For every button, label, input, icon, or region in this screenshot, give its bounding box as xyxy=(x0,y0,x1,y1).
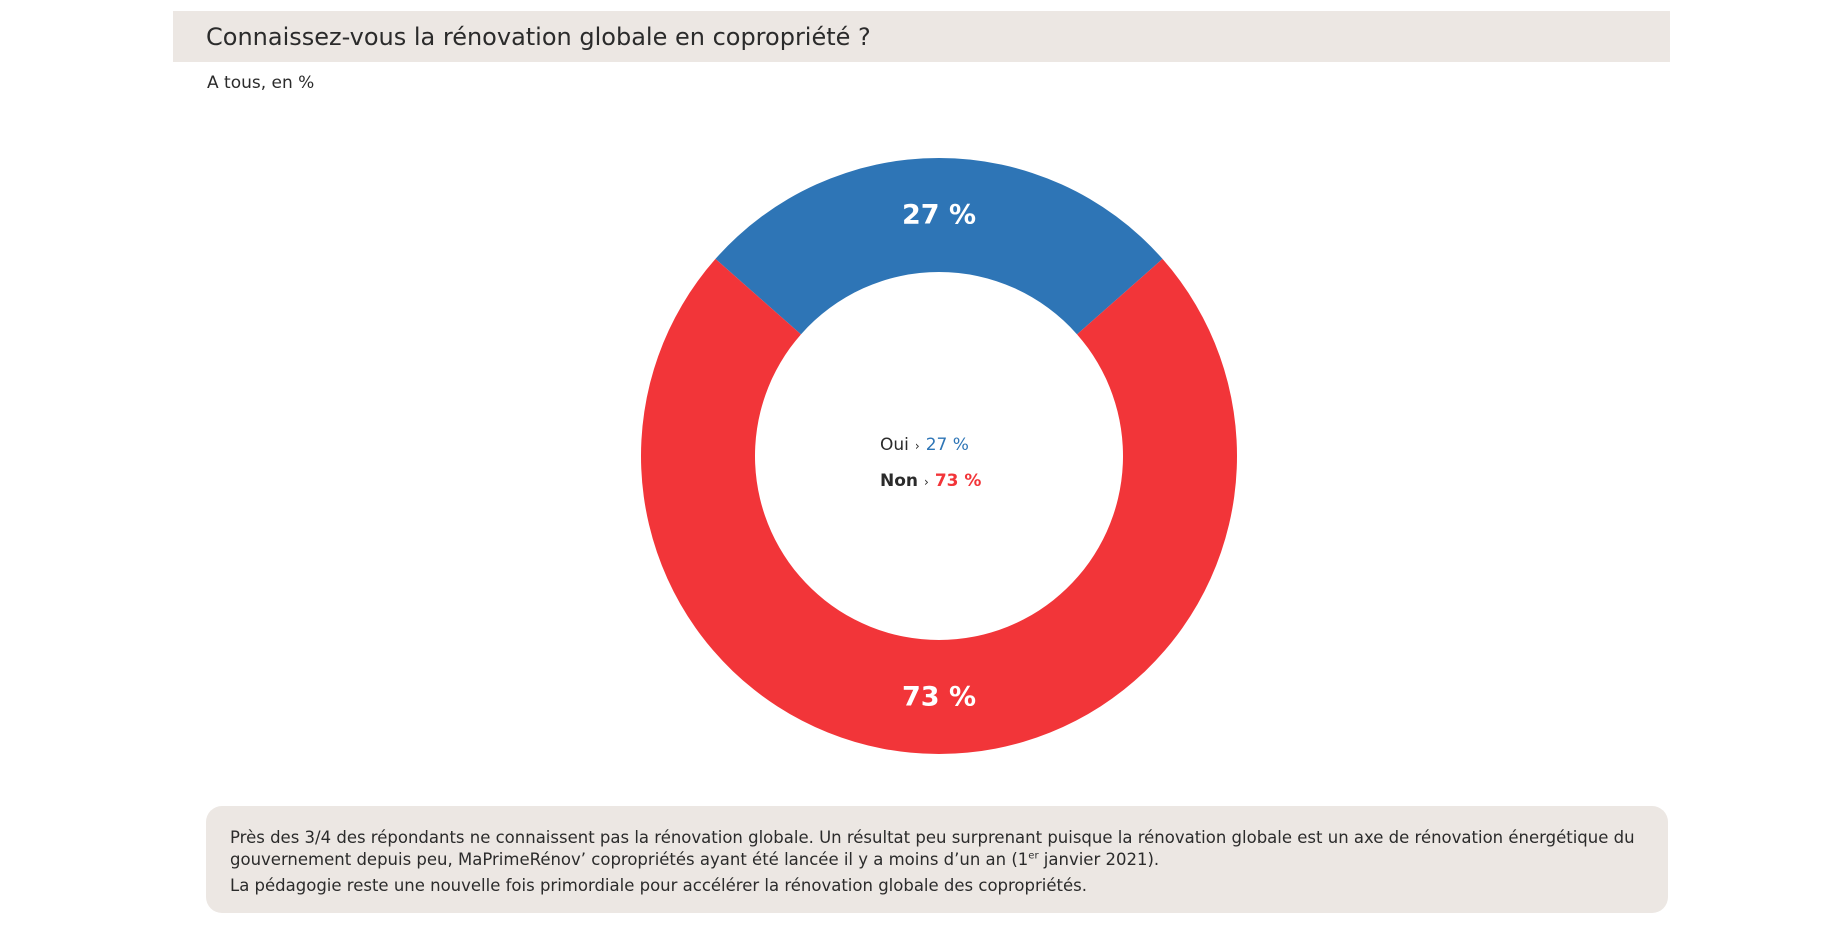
chart-subtitle: A tous, en % xyxy=(207,73,315,93)
ordinal-superscript: er xyxy=(1028,850,1039,862)
chart-title: Connaissez-vous la rénovation globale en… xyxy=(206,23,871,51)
legend-item-non: Non › 73 % xyxy=(880,464,1000,500)
commentary-text-1-end: janvier 2021). xyxy=(1038,850,1160,869)
slice-oui-label: 27 % xyxy=(902,200,976,231)
commentary-box: Près des 3/4 des répondants ne connaisse… xyxy=(206,806,1668,913)
legend-label-oui: Oui xyxy=(880,435,909,455)
center-legend: Oui › 27 % Non › 73 % xyxy=(880,428,1000,500)
legend-value-non: 73 % xyxy=(934,471,982,491)
commentary-paragraph-1: Près des 3/4 des répondants ne connaisse… xyxy=(230,827,1644,871)
donut-chart: 27 % 73 % xyxy=(641,158,1237,754)
slice-non-label: 73 % xyxy=(902,682,976,713)
legend-label-non: Non xyxy=(880,471,919,491)
title-bar: Connaissez-vous la rénovation globale en… xyxy=(173,11,1670,62)
commentary-paragraph-2: La pédagogie reste une nouvelle fois pri… xyxy=(230,876,1087,895)
slice-non xyxy=(641,258,1237,754)
legend-separator-icon: › xyxy=(914,439,920,453)
legend-item-oui: Oui › 27 % xyxy=(880,428,1000,464)
donut-slice-labels: 27 % 73 % xyxy=(902,200,976,713)
legend-value-oui: 27 % xyxy=(925,435,969,455)
donut-slices xyxy=(641,158,1237,754)
legend-separator-icon: › xyxy=(924,475,929,489)
commentary-text-1: Près des 3/4 des répondants ne connaisse… xyxy=(230,828,1635,869)
slice-oui xyxy=(715,158,1163,335)
